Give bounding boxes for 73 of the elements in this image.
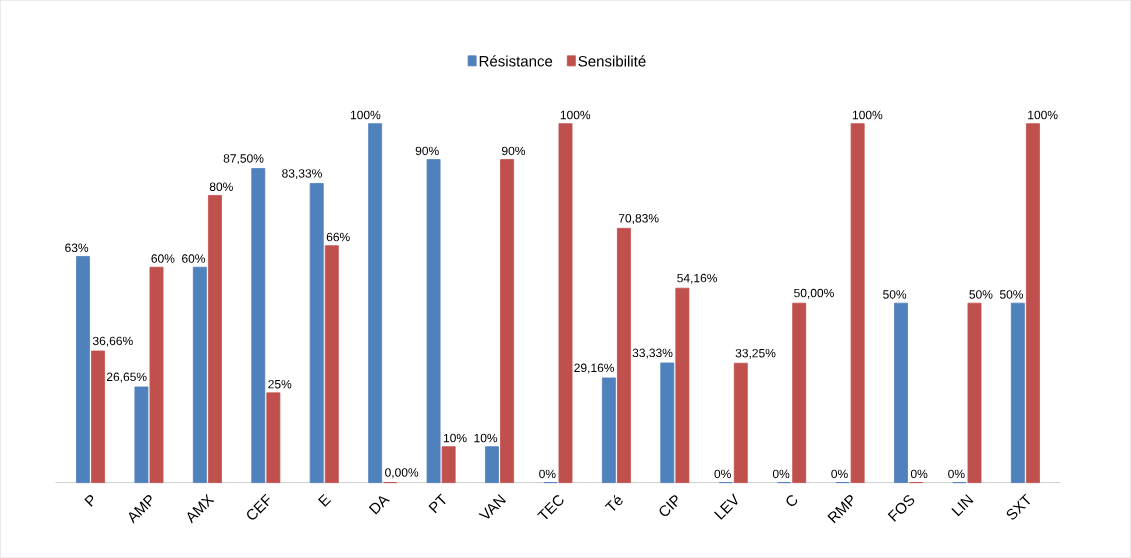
data-label: 60% bbox=[182, 254, 206, 263]
legend-label: Sensibilité bbox=[578, 55, 646, 67]
data-label: 83,33% bbox=[282, 169, 322, 179]
data-label: 100% bbox=[350, 110, 381, 120]
bar bbox=[76, 255, 90, 483]
data-label: 100% bbox=[560, 110, 591, 120]
bar bbox=[733, 362, 748, 483]
data-label: 25% bbox=[268, 379, 292, 389]
bar bbox=[134, 386, 149, 483]
data-label: 54,16% bbox=[677, 273, 718, 284]
x-tick-label: VAN bbox=[478, 494, 506, 519]
data-label: 29,16% bbox=[574, 363, 615, 374]
data-label: 63% bbox=[65, 243, 89, 252]
bar bbox=[208, 194, 222, 483]
bar bbox=[967, 302, 982, 483]
bar bbox=[1010, 302, 1025, 483]
x-tick-label: PT bbox=[428, 493, 446, 514]
bar bbox=[500, 159, 514, 483]
data-label: 50% bbox=[883, 290, 907, 299]
bar bbox=[660, 362, 675, 483]
data-label: 66% bbox=[326, 232, 350, 242]
data-label: 87,50% bbox=[223, 154, 264, 165]
bar bbox=[324, 245, 339, 483]
data-label: 36,66% bbox=[92, 336, 133, 347]
bar bbox=[792, 302, 807, 483]
data-label: 0,00% bbox=[385, 468, 419, 479]
data-label: 90% bbox=[502, 146, 526, 156]
data-label: 100% bbox=[1028, 110, 1058, 120]
bar bbox=[192, 266, 207, 483]
x-tick-label: TEC bbox=[537, 495, 564, 520]
bar bbox=[485, 446, 499, 483]
bar bbox=[617, 227, 631, 483]
data-label: 0% bbox=[714, 469, 731, 479]
data-label: 90% bbox=[415, 146, 439, 156]
data-label: 0% bbox=[910, 469, 928, 479]
x-tick-label: E bbox=[318, 493, 332, 507]
data-label: 60% bbox=[151, 254, 175, 263]
data-label: 100% bbox=[852, 110, 883, 120]
data-label: 50,00% bbox=[794, 288, 834, 299]
x-tick-label: LIN bbox=[951, 494, 974, 517]
bar bbox=[91, 350, 105, 483]
data-label: 26,65% bbox=[106, 372, 147, 383]
bar bbox=[1026, 123, 1040, 483]
data-label: 33,25% bbox=[735, 348, 776, 359]
bar bbox=[894, 302, 908, 483]
bar bbox=[368, 123, 383, 483]
data-label: 80% bbox=[209, 182, 233, 191]
x-tick-label: DA bbox=[368, 496, 390, 515]
data-label: 50% bbox=[999, 290, 1024, 299]
bar bbox=[558, 123, 573, 483]
x-tick-label: CIP bbox=[659, 495, 678, 516]
bar bbox=[149, 266, 164, 483]
x-tick-label: P bbox=[84, 495, 94, 507]
data-label: 0% bbox=[831, 469, 848, 479]
data-label: 0% bbox=[772, 469, 790, 479]
data-label: 10% bbox=[443, 433, 467, 443]
bar bbox=[675, 287, 690, 483]
x-tick-label: Té bbox=[604, 494, 623, 511]
x-tick-label: C bbox=[786, 495, 798, 506]
bar bbox=[251, 168, 266, 483]
legend-label: Résistance bbox=[479, 55, 553, 67]
data-label: 0% bbox=[948, 469, 965, 479]
data-label: 70,83% bbox=[618, 213, 659, 224]
bar bbox=[266, 392, 281, 483]
data-label: 50% bbox=[969, 290, 993, 299]
bar bbox=[850, 123, 865, 483]
bar bbox=[309, 183, 324, 483]
bar bbox=[426, 159, 441, 483]
bar bbox=[601, 377, 616, 483]
data-label: 0% bbox=[539, 469, 556, 479]
data-label: 10% bbox=[474, 433, 498, 443]
bar bbox=[441, 446, 456, 483]
data-label: 33,33% bbox=[632, 348, 673, 359]
